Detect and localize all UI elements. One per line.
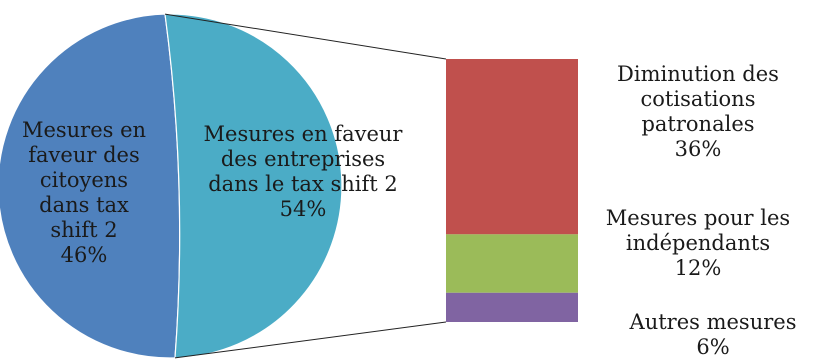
pie-slice-entreprises: [164, 13, 343, 359]
bar-label-3: Autres mesures 6%: [629, 310, 797, 359]
connector-line-bottom: [174, 321, 447, 359]
bar-label-2: Mesures pour les indépendants 12%: [606, 206, 790, 280]
pie: [0, 13, 343, 359]
pie-label-citoyens: Mesures en faveur des citoyens dans tax shif…: [22, 118, 146, 267]
bar-segment-3: [446, 292, 578, 322]
bar-segment-1: [446, 59, 578, 235]
pie-label-entreprises: Mesures en faveur des entreprises dans le …: [204, 122, 404, 221]
stacked-bar: [446, 59, 578, 322]
bar-segment-2: [446, 234, 578, 293]
data-labels: Mesures en faveur des citoyens dans tax shif…: [22, 62, 797, 359]
pie-to-bar-connectors: [164, 13, 447, 359]
connector-line-top: [164, 13, 447, 60]
bar-label-1: Diminution des cotisations patronales 36%: [617, 62, 779, 161]
